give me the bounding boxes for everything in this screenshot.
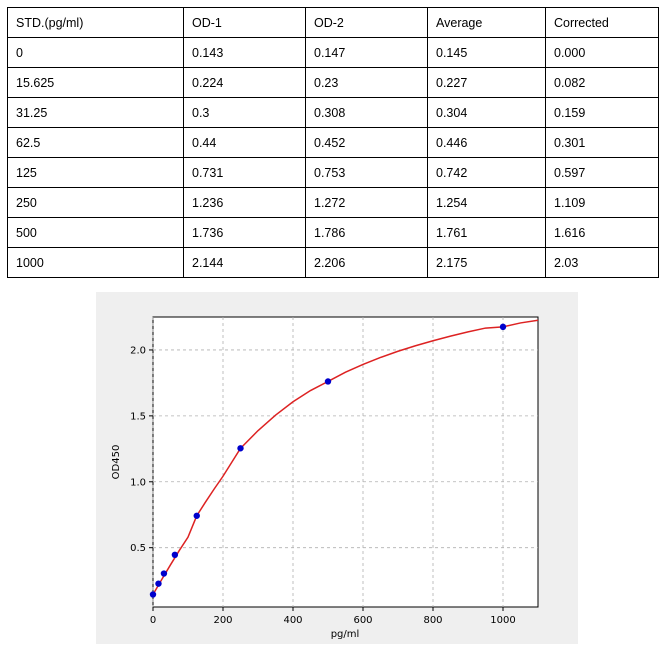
- cell-corrected: 0.000: [545, 37, 659, 68]
- cell-od2: 2.206: [305, 247, 428, 278]
- cell-od2: 1.786: [305, 217, 428, 248]
- table-row: 250 1.236 1.272 1.254 1.109: [7, 187, 659, 218]
- table-row: 125 0.731 0.753 0.742 0.597: [7, 157, 659, 188]
- y-tick-label: 0.5: [130, 543, 146, 554]
- data-point: [324, 378, 332, 385]
- x-tick-label: 600: [353, 615, 372, 626]
- cell-std: 125: [7, 157, 184, 188]
- y-tick-label: 1.0: [130, 477, 146, 488]
- header-corrected: Corrected: [545, 7, 659, 38]
- data-point: [237, 445, 244, 452]
- header-od1: OD-1: [183, 7, 306, 38]
- y-tick-label: 2.0: [130, 345, 146, 356]
- cell-average: 0.304: [427, 97, 546, 128]
- data-point: [155, 580, 162, 587]
- cell-std: 62.5: [7, 127, 184, 158]
- standard-curve-chart: 0 200 400 600 800 1000 0.5 1.0 1.5 2.0 pg/ml OD45…: [96, 292, 578, 644]
- chart-canvas: 0 200 400 600 800 1000 0.5 1.0 1.5 2.0 pg/ml OD45…: [111, 316, 539, 640]
- data-point: [149, 591, 157, 598]
- cell-average: 0.227: [427, 67, 546, 98]
- cell-average: 0.446: [427, 127, 546, 158]
- header-average: Average: [427, 7, 546, 38]
- cell-std: 250: [7, 187, 184, 218]
- cell-od1: 1.236: [183, 187, 306, 218]
- y-axis-label: OD450: [111, 445, 122, 480]
- header-std: STD.(pg/ml): [7, 7, 184, 38]
- data-point: [171, 551, 179, 558]
- cell-od2: 0.753: [305, 157, 428, 188]
- x-tick-label: 400: [283, 615, 302, 626]
- cell-average: 0.145: [427, 37, 546, 68]
- fit-curve: [152, 319, 539, 595]
- data-points: [149, 323, 507, 598]
- cell-od1: 0.224: [183, 67, 306, 98]
- y-tick-label: 1.5: [130, 411, 146, 422]
- cell-od2: 0.308: [305, 97, 428, 128]
- cell-std: 500: [7, 217, 184, 248]
- cell-od1: 0.731: [183, 157, 306, 188]
- cell-corrected: 0.082: [545, 67, 659, 98]
- cell-average: 0.742: [427, 157, 546, 188]
- cell-average: 1.254: [427, 187, 546, 218]
- cell-corrected: 0.301: [545, 127, 659, 158]
- table-row: 500 1.736 1.786 1.761 1.616: [7, 217, 659, 248]
- cell-average: 1.761: [427, 217, 546, 248]
- cell-corrected: 0.159: [545, 97, 659, 128]
- cell-od1: 0.44: [183, 127, 306, 158]
- cell-od2: 0.452: [305, 127, 428, 158]
- data-point: [160, 570, 168, 577]
- cell-od1: 0.143: [183, 37, 306, 68]
- x-tick-label: 200: [213, 615, 232, 626]
- cell-corrected: 1.109: [545, 187, 659, 218]
- table-row: 62.5 0.44 0.452 0.446 0.301: [7, 127, 659, 158]
- cell-std: 0: [7, 37, 184, 68]
- header-od2: OD-2: [305, 7, 428, 38]
- cell-od1: 0.3: [183, 97, 306, 128]
- data-point: [499, 323, 507, 331]
- cell-corrected: 2.03: [545, 247, 659, 278]
- x-tick-label: 800: [423, 615, 442, 626]
- table-row: 0 0.143 0.147 0.145 0.000: [7, 37, 659, 68]
- cell-od1: 1.736: [183, 217, 306, 248]
- table-row: 1000 2.144 2.206 2.175 2.03: [7, 247, 659, 278]
- cell-od1: 2.144: [183, 247, 306, 278]
- cell-std: 15.625: [7, 67, 184, 98]
- x-tick-label: 1000: [490, 615, 515, 626]
- table-row: 31.25 0.3 0.308 0.304 0.159: [7, 97, 659, 128]
- standard-curve-table: STD.(pg/ml) OD-1 OD-2 Average Corrected …: [7, 7, 659, 278]
- table-row: 15.625 0.224 0.23 0.227 0.082: [7, 67, 659, 98]
- cell-std: 1000: [7, 247, 184, 278]
- cell-od2: 0.23: [305, 67, 428, 98]
- cell-corrected: 0.597: [545, 157, 659, 188]
- axis-ticks: 0 200 400 600 800 1000 0.5 1.0 1.5 2.0: [130, 345, 516, 626]
- data-point: [193, 512, 200, 519]
- grid: [152, 317, 538, 607]
- cell-average: 2.175: [427, 247, 546, 278]
- cell-od2: 1.272: [305, 187, 428, 218]
- cell-od2: 0.147: [305, 37, 428, 68]
- plot-area: [152, 316, 539, 608]
- cell-corrected: 1.616: [545, 217, 659, 248]
- table-header-row: STD.(pg/ml) OD-1 OD-2 Average Corrected: [7, 7, 659, 38]
- x-axis-label: pg/ml: [331, 629, 360, 640]
- x-tick-label: 0: [150, 615, 156, 626]
- cell-std: 31.25: [7, 97, 184, 128]
